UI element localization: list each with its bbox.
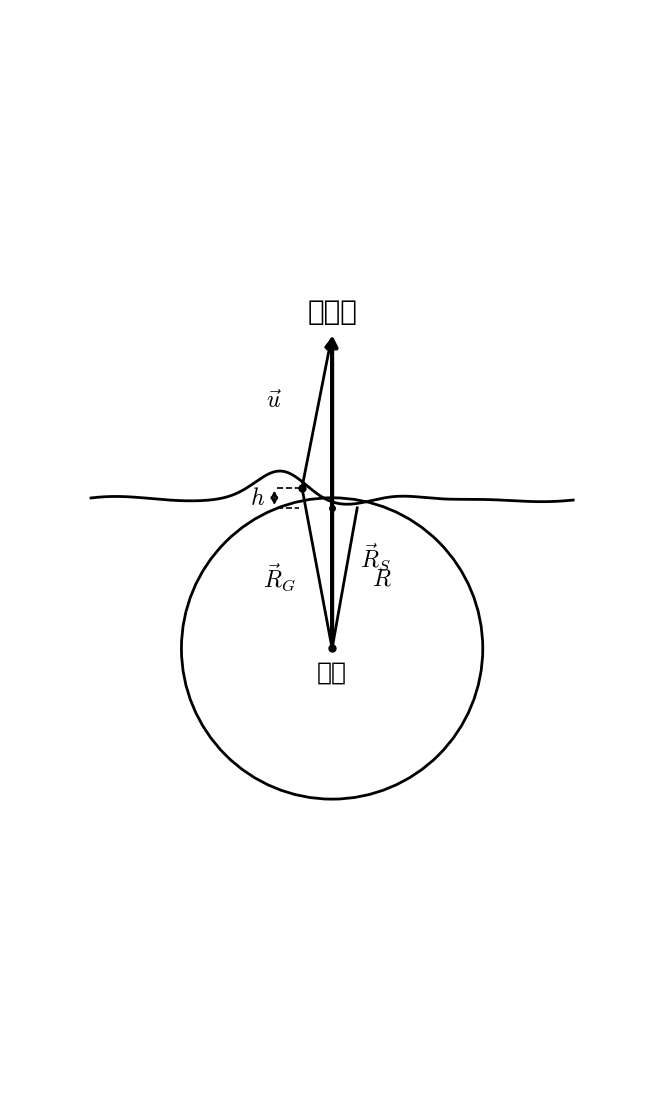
Text: 探测器: 探测器	[307, 298, 357, 326]
Text: $R$: $R$	[373, 566, 392, 590]
Text: $h$: $h$	[250, 486, 265, 510]
Text: 月心: 月心	[317, 661, 347, 685]
Text: $\vec{R}_S$: $\vec{R}_S$	[360, 542, 391, 575]
Text: $\vec{R}_G$: $\vec{R}_G$	[263, 562, 297, 595]
Text: $\vec{u}$: $\vec{u}$	[266, 389, 283, 413]
